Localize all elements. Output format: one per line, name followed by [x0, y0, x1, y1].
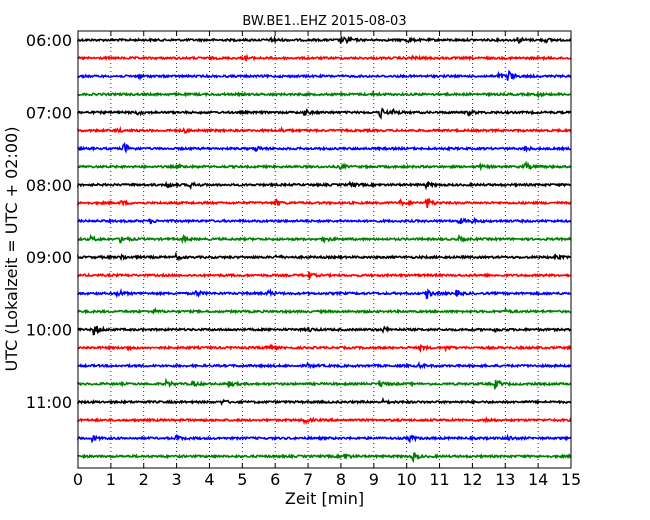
x-axis: 0 1 2 3 4 5 6 7 8 9 10 11 12 13 14 15 — [73, 31, 581, 489]
y-tick-label: 09:00 — [26, 248, 72, 267]
x-tick-label: 14 — [528, 470, 548, 489]
y-axis: 06:00 07:00 08:00 09:00 10:00 11:00 — [26, 31, 571, 412]
x-tick-label: 11 — [429, 470, 449, 489]
trace-line — [77, 125, 572, 135]
y-tick-label: 10:00 — [26, 321, 72, 340]
trace-line — [77, 360, 572, 370]
trace-line — [77, 433, 572, 444]
trace-line — [77, 141, 572, 154]
trace-group — [77, 35, 572, 464]
x-axis-label: Zeit [min] — [285, 489, 364, 508]
trace-line — [77, 416, 572, 426]
trace-line — [77, 396, 572, 407]
trace-line — [77, 377, 572, 390]
y-tick-label: 11:00 — [26, 393, 72, 412]
plot-frame — [77, 30, 572, 469]
trace-line — [77, 325, 572, 336]
trace-line — [77, 89, 572, 99]
trace-line — [77, 251, 572, 262]
y-tick-label: 08:00 — [26, 176, 72, 195]
x-tick-label: 10 — [396, 470, 416, 489]
y-tick-label: 07:00 — [26, 103, 72, 122]
grid-lines — [110, 31, 539, 468]
trace-line — [77, 180, 572, 191]
trace-line — [77, 287, 572, 300]
x-tick-label: 8 — [336, 470, 346, 489]
trace-line — [77, 53, 572, 62]
x-tick-label: 2 — [139, 470, 149, 489]
trace-line — [77, 271, 572, 281]
x-tick-label: 12 — [462, 470, 482, 489]
trace-line — [77, 452, 572, 464]
trace-line — [77, 107, 572, 120]
trace-line — [77, 233, 572, 245]
x-tick-label: 9 — [369, 470, 379, 489]
trace-line — [77, 216, 572, 225]
trace-line — [77, 35, 572, 45]
trace-line — [77, 197, 572, 209]
trace-line — [77, 343, 572, 354]
trace-line — [77, 69, 572, 82]
x-tick-label: 6 — [270, 470, 280, 489]
x-tick-label: 15 — [561, 470, 581, 489]
x-tick-label: 5 — [237, 470, 247, 489]
y-tick-label: 06:00 — [26, 31, 72, 50]
x-tick-label: 13 — [495, 470, 515, 489]
x-tick-label: 1 — [106, 470, 116, 489]
x-tick-label: 4 — [204, 470, 214, 489]
trace-line — [77, 306, 572, 315]
x-tick-label: 0 — [73, 470, 83, 489]
x-tick-label: 3 — [172, 470, 182, 489]
trace-line — [77, 160, 572, 172]
x-tick-label: 7 — [303, 470, 313, 489]
y-axis-label: UTC (Lokalzeit = UTC + 02:00) — [2, 127, 21, 372]
chart-title: BW.BE1..EHZ 2015-08-03 — [242, 14, 406, 29]
